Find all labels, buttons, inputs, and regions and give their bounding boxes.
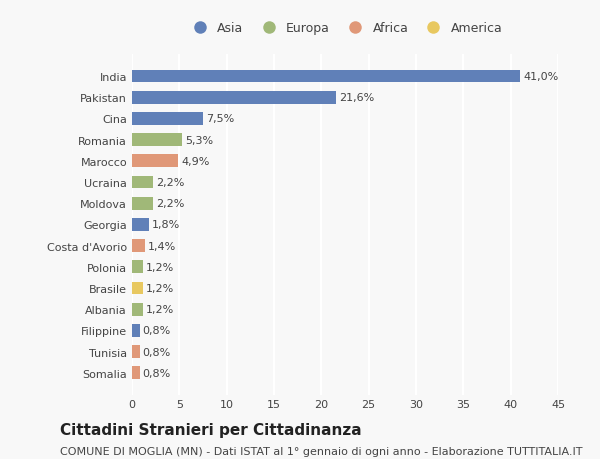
Bar bbox=[132, 282, 143, 295]
Bar bbox=[132, 218, 149, 231]
Text: 41,0%: 41,0% bbox=[523, 72, 558, 82]
Text: 0,8%: 0,8% bbox=[142, 326, 170, 336]
Bar bbox=[132, 176, 153, 189]
Text: 2,2%: 2,2% bbox=[155, 178, 184, 188]
Bar bbox=[132, 71, 520, 83]
Text: 1,8%: 1,8% bbox=[152, 220, 180, 230]
Text: COMUNE DI MOGLIA (MN) - Dati ISTAT al 1° gennaio di ogni anno - Elaborazione TUT: COMUNE DI MOGLIA (MN) - Dati ISTAT al 1°… bbox=[60, 447, 583, 456]
Text: Cittadini Stranieri per Cittadinanza: Cittadini Stranieri per Cittadinanza bbox=[60, 422, 362, 437]
Bar bbox=[132, 240, 145, 252]
Bar bbox=[132, 367, 140, 379]
Bar bbox=[132, 303, 143, 316]
Text: 21,6%: 21,6% bbox=[340, 93, 374, 103]
Legend: Asia, Europa, Africa, America: Asia, Europa, Africa, America bbox=[182, 17, 508, 40]
Text: 1,2%: 1,2% bbox=[146, 262, 175, 272]
Text: 7,5%: 7,5% bbox=[206, 114, 234, 124]
Bar bbox=[132, 155, 178, 168]
Bar bbox=[132, 261, 143, 274]
Text: 1,2%: 1,2% bbox=[146, 304, 175, 314]
Text: 5,3%: 5,3% bbox=[185, 135, 213, 146]
Text: 1,2%: 1,2% bbox=[146, 283, 175, 293]
Bar bbox=[132, 113, 203, 125]
Text: 1,4%: 1,4% bbox=[148, 241, 176, 251]
Bar bbox=[132, 197, 153, 210]
Text: 2,2%: 2,2% bbox=[155, 199, 184, 209]
Bar bbox=[132, 134, 182, 147]
Text: 0,8%: 0,8% bbox=[142, 368, 170, 378]
Bar bbox=[132, 92, 337, 104]
Text: 4,9%: 4,9% bbox=[181, 157, 209, 167]
Bar bbox=[132, 346, 140, 358]
Bar bbox=[132, 325, 140, 337]
Text: 0,8%: 0,8% bbox=[142, 347, 170, 357]
